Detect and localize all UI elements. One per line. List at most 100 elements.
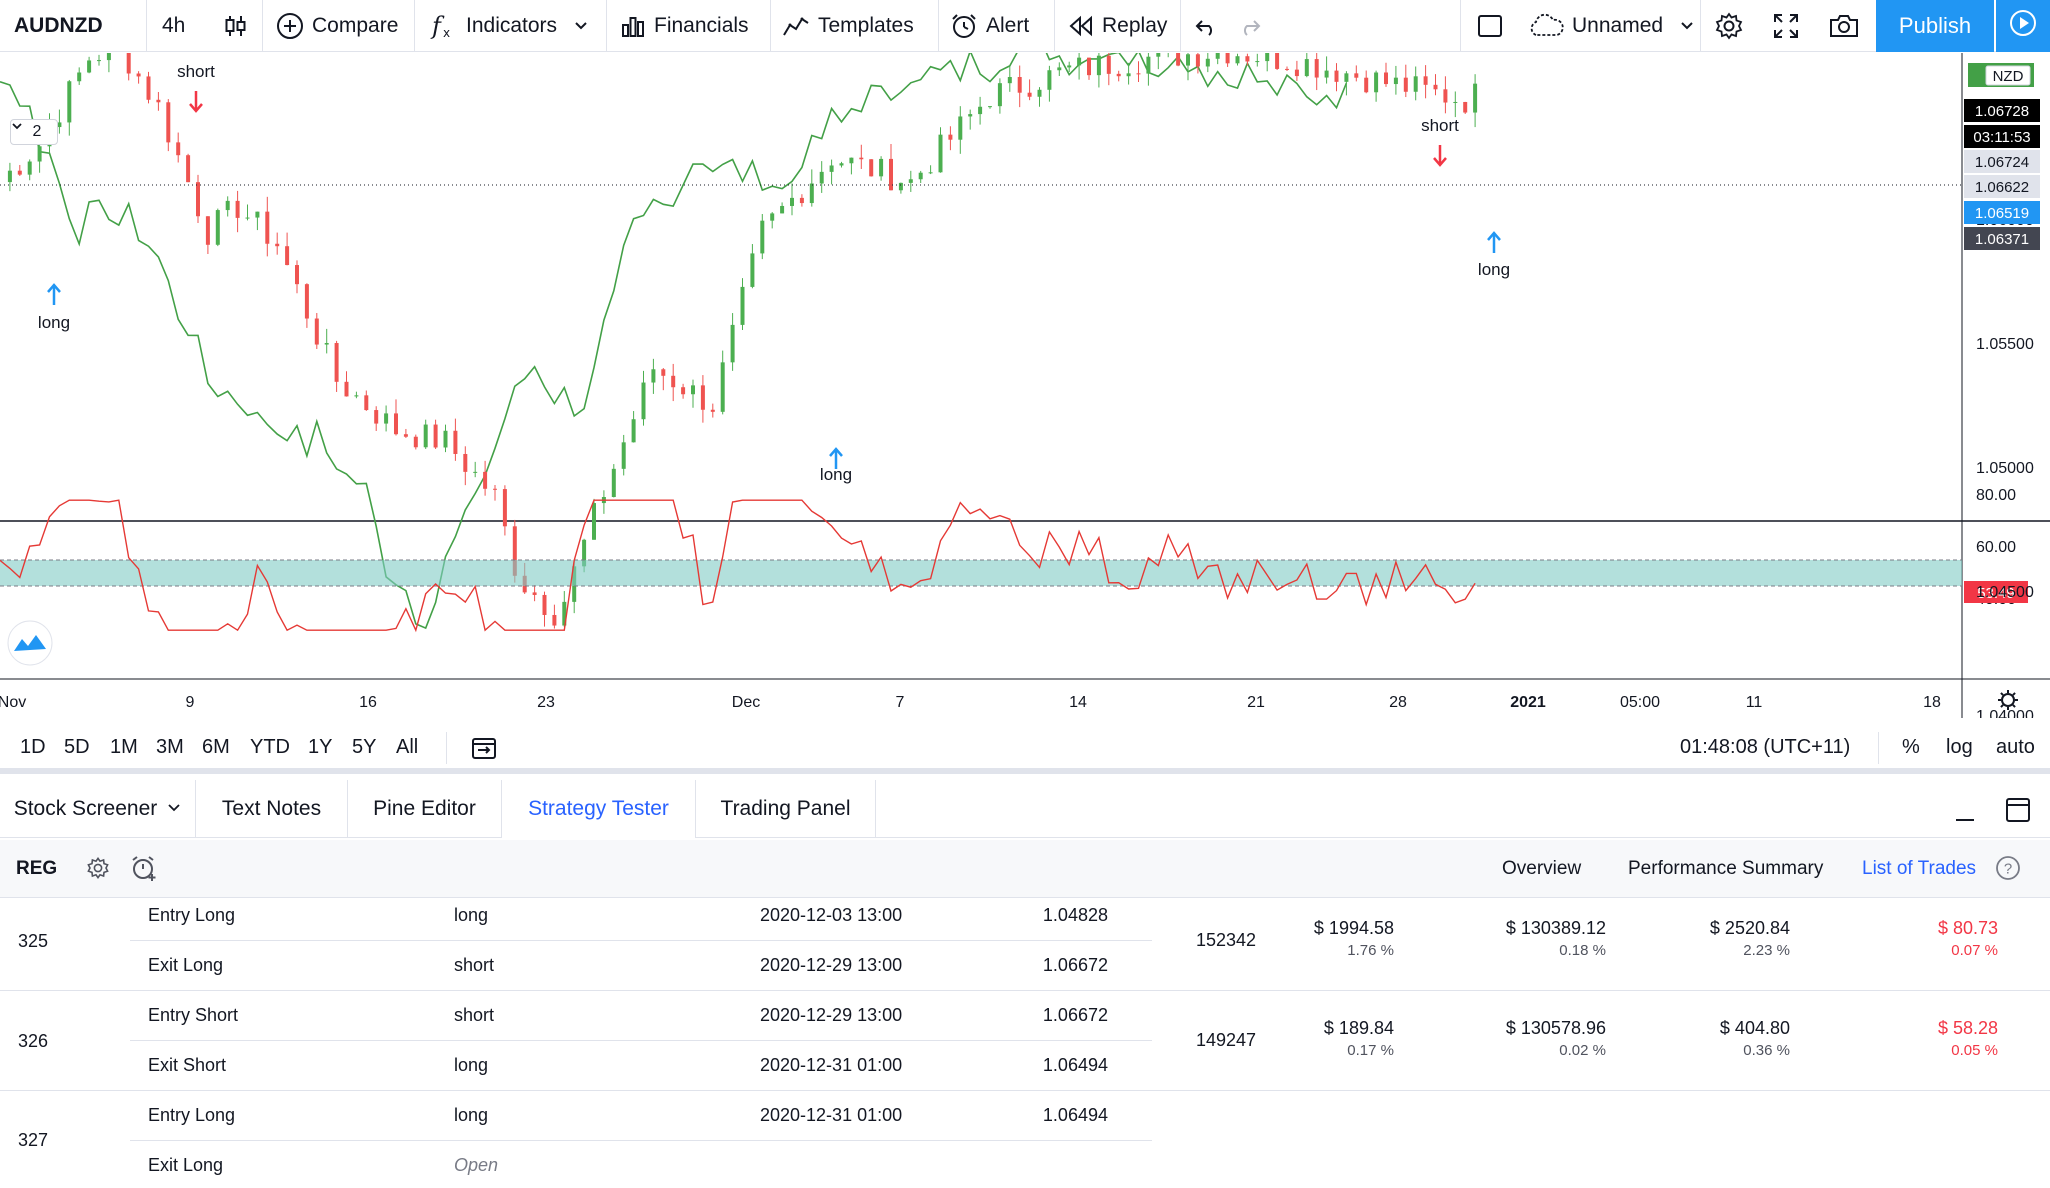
- price-tag-bg: [1964, 175, 2040, 198]
- trade-id: 327: [18, 1130, 49, 1150]
- strategy-settings-button[interactable]: [86, 856, 110, 886]
- range-5d[interactable]: 5D: [64, 736, 90, 758]
- price-tag-label: 1.06622: [1975, 179, 2029, 196]
- settings-button[interactable]: [1714, 0, 1744, 52]
- price-tag-bg: [1964, 125, 2040, 148]
- tab-trading-panel[interactable]: Trading Panel: [696, 780, 876, 838]
- candle-body: [928, 172, 933, 174]
- fullscreen-icon: [1772, 12, 1800, 40]
- axis-settings-icon: [1998, 690, 2018, 710]
- candle-body: [1136, 73, 1141, 75]
- candle-body: [1205, 58, 1210, 67]
- financials-button[interactable]: Financials: [620, 0, 749, 52]
- range-all[interactable]: All: [396, 736, 419, 758]
- timezone-clock[interactable]: 01:48:08 (UTC+11): [1680, 736, 1851, 758]
- tab-performance-summary[interactable]: Performance Summary: [1628, 858, 1824, 879]
- tab-text-notes[interactable]: Text Notes: [196, 780, 348, 838]
- candle-body: [215, 210, 220, 245]
- publish-menu-button[interactable]: [1996, 0, 2050, 52]
- candle-body: [176, 142, 181, 156]
- trade-date: 2020-12-03 13:00: [760, 905, 903, 925]
- svg-text:x: x: [443, 26, 450, 40]
- undo-button[interactable]: [1194, 0, 1218, 52]
- chart-area[interactable]: longshortlongshortlong80.0060.0040.0053.…: [0, 53, 2050, 718]
- candle-body: [978, 106, 983, 115]
- time-axis-label: 9: [186, 694, 195, 711]
- signal-label: long: [38, 313, 70, 332]
- trade-drawdown: $ 80.73: [1937, 918, 1998, 938]
- candle-body: [938, 134, 943, 173]
- candle-body: [1344, 73, 1349, 82]
- trade-cum-profit-pct: 0.02 %: [1559, 1042, 1606, 1059]
- candle-body: [285, 246, 290, 266]
- range-3m[interactable]: 3M: [156, 736, 184, 758]
- candle-body: [344, 381, 349, 397]
- alarm-plus-icon: [130, 856, 158, 887]
- financials-label: Financials: [654, 14, 749, 37]
- candle-body: [1294, 69, 1299, 77]
- trade-signal: long: [454, 1055, 489, 1075]
- chart-type-button[interactable]: [222, 0, 248, 52]
- alert-button[interactable]: Alert: [950, 0, 1029, 52]
- symbol-search[interactable]: AUDNZD: [14, 0, 103, 52]
- compare-label: Compare: [312, 14, 399, 37]
- tab-stock-screener[interactable]: Stock Screener: [0, 780, 196, 838]
- snapshot-button[interactable]: [1828, 0, 1860, 52]
- candle-body: [443, 430, 448, 448]
- candle-body: [552, 614, 557, 626]
- candle-body: [245, 217, 250, 219]
- candle-body: [1245, 56, 1250, 62]
- range-1y[interactable]: 1Y: [308, 736, 333, 758]
- candle-body: [1096, 55, 1101, 76]
- range-6m[interactable]: 6M: [202, 736, 230, 758]
- plus-circle-icon: [276, 12, 304, 40]
- redo-button[interactable]: [1238, 0, 1262, 52]
- help-button[interactable]: ?: [1994, 854, 2022, 888]
- arrow-down-icon: [189, 103, 203, 113]
- trade-run-up: $ 404.80: [1719, 1018, 1790, 1038]
- percent-scale-toggle[interactable]: %: [1902, 736, 1920, 758]
- tab-label: Trading Panel: [720, 797, 851, 820]
- range-ytd[interactable]: YTD: [250, 736, 290, 758]
- candle-body: [592, 503, 596, 540]
- chart-canvas[interactable]: longshortlongshortlong80.0060.0040.0053.…: [0, 53, 2050, 718]
- strategy-alert-button[interactable]: [130, 854, 158, 888]
- candle-body: [57, 122, 62, 128]
- gear-tooth: [2012, 704, 2016, 708]
- log-scale-toggle[interactable]: log: [1946, 736, 1973, 758]
- trade-run-up-pct: 0.36 %: [1743, 1042, 1790, 1059]
- maximize-panel-button[interactable]: [2004, 796, 2032, 830]
- publish-button[interactable]: Publish: [1876, 0, 1994, 52]
- candle-body: [413, 436, 418, 448]
- tab-overview[interactable]: Overview: [1502, 858, 1582, 879]
- templates-button[interactable]: Templates: [782, 0, 914, 52]
- tab-pine-editor[interactable]: Pine Editor: [348, 780, 502, 838]
- candle-body: [1433, 84, 1438, 90]
- range-5y[interactable]: 5Y: [352, 736, 377, 758]
- range-1m[interactable]: 1M: [110, 736, 138, 758]
- price-axis-label: 1.04500: [1976, 584, 2034, 601]
- candle-body: [1116, 73, 1121, 77]
- series-collapse-button[interactable]: 2: [10, 119, 58, 145]
- tab-list-of-trades[interactable]: List of Trades: [1862, 858, 1977, 879]
- range-1d[interactable]: 1D: [20, 736, 46, 758]
- date-range-button[interactable]: [470, 734, 498, 768]
- interval-button[interactable]: 4h: [162, 0, 185, 52]
- time-axis-label: 16: [359, 694, 377, 711]
- candle-body: [869, 159, 874, 177]
- trade-contracts: 149247: [1196, 1030, 1257, 1050]
- select-layout-button[interactable]: [1476, 0, 1504, 52]
- fullscreen-button[interactable]: [1772, 0, 1800, 52]
- auto-scale-toggle[interactable]: auto: [1996, 736, 2035, 758]
- compare-button[interactable]: Compare: [276, 0, 398, 52]
- candle-body: [918, 172, 923, 180]
- candle-body: [1186, 54, 1190, 66]
- layout-name-button[interactable]: Unnamed: [1528, 0, 1695, 52]
- minimize-panel-button[interactable]: [1952, 798, 1978, 830]
- replay-button[interactable]: Replay: [1068, 0, 1167, 52]
- tab-strategy-tester[interactable]: Strategy Tester: [502, 780, 696, 838]
- bar-chart-icon: [620, 13, 646, 39]
- candle-body: [1354, 73, 1359, 78]
